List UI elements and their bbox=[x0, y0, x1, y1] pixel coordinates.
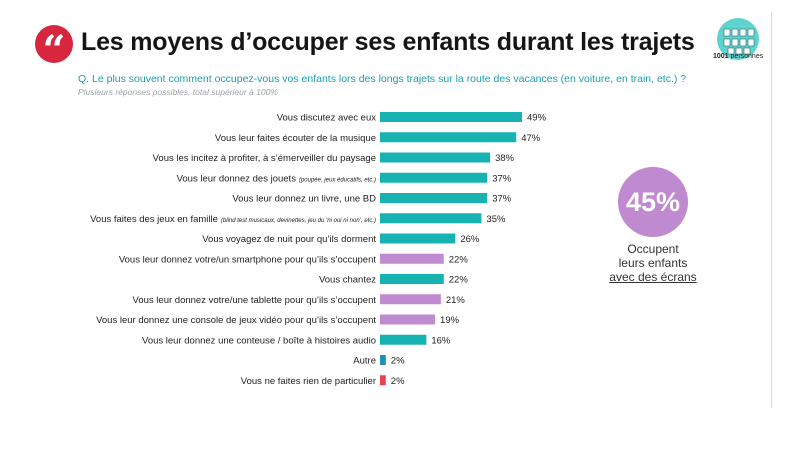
category-label: Vous chantez bbox=[319, 275, 376, 286]
bar-2 bbox=[380, 152, 491, 163]
logo-number: 1001 bbox=[713, 53, 729, 60]
screens-percentage-badge: 45% bbox=[618, 167, 688, 237]
category-label-text: Autre bbox=[353, 356, 376, 367]
category-label: Vous leur donnez votre/une tablette pour… bbox=[133, 295, 377, 306]
category-label: Vous leur faites écouter de la musique bbox=[215, 133, 376, 144]
bar-3 bbox=[380, 172, 488, 183]
logo-word: personnes bbox=[730, 53, 764, 60]
category-label-text: Vous ne faites rien de particulier bbox=[241, 376, 376, 387]
value-label: 38% bbox=[495, 153, 515, 164]
survey-question: Q. Le plus souvent comment occupez-vous … bbox=[78, 73, 687, 85]
bar-1 bbox=[380, 132, 517, 143]
category-label: Vous discutez avec eux bbox=[277, 113, 377, 124]
category-label-text: Vous leur donnez votre/une tablette pour… bbox=[133, 295, 377, 306]
bar-0 bbox=[380, 112, 522, 122]
category-label-text: Vous leur donnez une conteuse / boîte à … bbox=[142, 335, 376, 346]
category-label-text: Vous chantez bbox=[319, 275, 376, 286]
category-label: Vous leur donnez un livre, une BD bbox=[232, 194, 376, 205]
value-label: 37% bbox=[492, 173, 512, 184]
category-label: Vous faites des jeux en famille (blind te… bbox=[90, 214, 376, 225]
bar-9 bbox=[380, 294, 441, 305]
value-label: 37% bbox=[492, 194, 512, 205]
caption-line-1: Occupent bbox=[627, 242, 679, 256]
bar-12 bbox=[380, 355, 386, 365]
value-label: 22% bbox=[449, 275, 469, 286]
caption-line-2: leurs enfants bbox=[618, 256, 688, 270]
caption-line-3: avec des écrans bbox=[609, 270, 697, 284]
people-group-icon bbox=[717, 18, 759, 60]
category-note: (poupée, jeux éducatifs, etc.) bbox=[299, 177, 376, 183]
category-label-text: Vous les incitez à profiter, à s’émervei… bbox=[153, 153, 376, 164]
divider bbox=[771, 12, 772, 407]
value-label: 35% bbox=[486, 214, 506, 225]
value-label: 49% bbox=[527, 113, 547, 124]
category-label-text: Vous leur donnez des jouets bbox=[177, 173, 297, 184]
category-label: Vous leur donnez des jouets (poupée, jeux… bbox=[177, 173, 376, 184]
screens-caption: Occupent leurs enfants avec des écrans bbox=[600, 242, 706, 284]
bar-13 bbox=[380, 375, 386, 386]
bar-10 bbox=[380, 314, 436, 325]
category-label: Vous les incitez à profiter, à s’émervei… bbox=[153, 153, 376, 164]
bar-4 bbox=[380, 193, 488, 203]
category-label-text: Vous discutez avec eux bbox=[277, 113, 377, 124]
category-label: Vous leur donnez une conteuse / boîte à … bbox=[142, 335, 376, 346]
category-label: Vous leur donnez une console de jeux vid… bbox=[96, 315, 376, 326]
value-label: 22% bbox=[449, 254, 469, 265]
category-label: Vous voyagez de nuit pour qu’ils dorment bbox=[202, 234, 376, 245]
bar-5 bbox=[380, 213, 482, 224]
bar-6 bbox=[380, 233, 456, 244]
category-label: Vous leur donnez votre/un smartphone pou… bbox=[119, 254, 377, 265]
category-label-text: Vous leur faites écouter de la musique bbox=[215, 133, 376, 144]
survey-note: Plusieurs réponses possibles, total supé… bbox=[78, 87, 278, 97]
quote-badge: “ bbox=[35, 25, 73, 74]
logo-caption: 1001 personnes bbox=[713, 53, 763, 60]
value-label: 26% bbox=[460, 234, 480, 245]
category-label-text: Vous voyagez de nuit pour qu’ils dorment bbox=[202, 234, 376, 245]
value-label: 19% bbox=[440, 315, 460, 326]
category-label: Autre bbox=[353, 356, 376, 367]
value-label: 2% bbox=[391, 376, 405, 387]
bar-8 bbox=[380, 274, 444, 284]
value-label: 16% bbox=[431, 335, 451, 346]
category-label-text: Vous faites des jeux en famille bbox=[90, 214, 218, 225]
category-label-text: Vous leur donnez une console de jeux vid… bbox=[96, 315, 376, 326]
category-note: (blind test musicaux, devinettes, jeu du… bbox=[221, 218, 376, 224]
category-label: Vous ne faites rien de particulier bbox=[241, 376, 376, 387]
value-label: 2% bbox=[391, 356, 405, 367]
bar-11 bbox=[380, 334, 427, 345]
category-label-text: Vous leur donnez votre/un smartphone pou… bbox=[119, 254, 377, 265]
page-title: Les moyens d’occuper ses enfants durant … bbox=[81, 28, 695, 56]
value-label: 47% bbox=[521, 133, 541, 144]
value-label: 21% bbox=[446, 295, 466, 306]
category-label-text: Vous leur donnez un livre, une BD bbox=[232, 194, 376, 205]
bar-7 bbox=[380, 253, 444, 264]
